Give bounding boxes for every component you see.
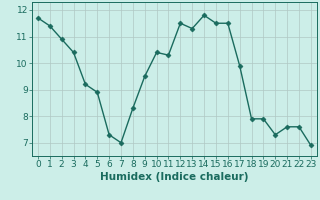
X-axis label: Humidex (Indice chaleur): Humidex (Indice chaleur) — [100, 172, 249, 182]
